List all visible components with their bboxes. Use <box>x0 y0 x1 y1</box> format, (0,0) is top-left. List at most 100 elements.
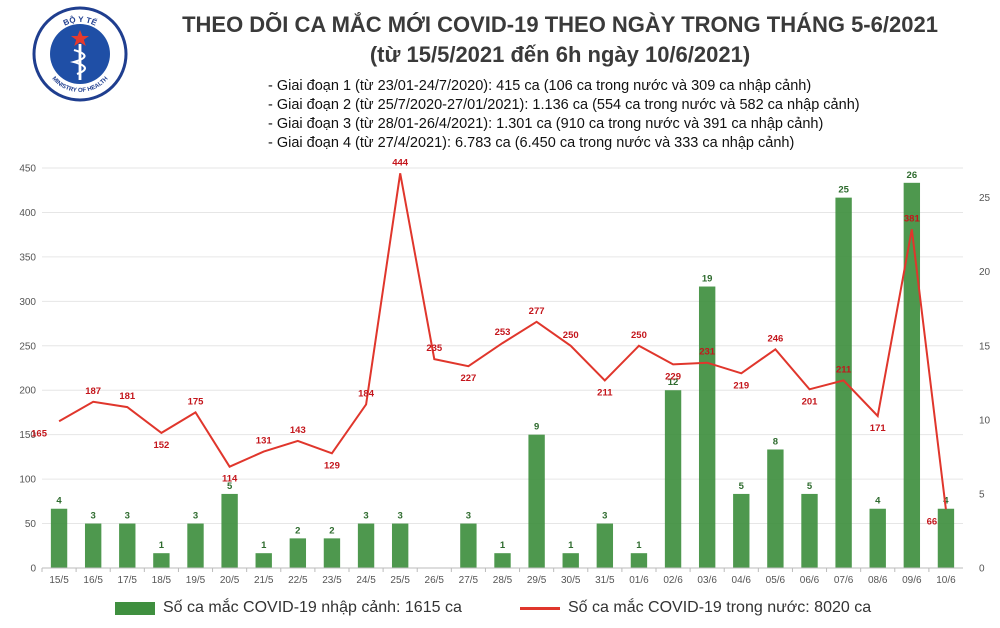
bar-data-label: 9 <box>534 422 539 433</box>
bar-data-label: 3 <box>363 511 368 522</box>
svg-text:BỘ Y TẾ: BỘ Y TẾ <box>62 15 99 28</box>
left-tick-label: 200 <box>19 386 36 397</box>
bar <box>84 523 102 568</box>
left-tick-label: 150 <box>19 430 36 441</box>
line-data-label: 152 <box>153 440 169 451</box>
x-tick-label: 28/5 <box>493 575 513 586</box>
bar-data-label: 3 <box>125 511 130 522</box>
stage-2-summary: - Giai đoạn 2 (từ 25/7/2020-27/01/2021):… <box>268 97 860 113</box>
line-data-label: 250 <box>631 330 647 341</box>
x-tick-label: 04/6 <box>732 575 752 586</box>
bar <box>528 434 545 568</box>
line-data-label: 277 <box>529 306 545 317</box>
ministry-of-health-logo: BỘ Y TẾ MINISTRY OF HEALTH <box>32 6 128 102</box>
line-data-label: 227 <box>460 373 476 384</box>
bar <box>187 523 204 568</box>
line-data-label: 165 <box>31 428 48 439</box>
bar <box>289 538 307 568</box>
bar <box>221 493 238 568</box>
line-data-label: 253 <box>495 327 511 338</box>
bar <box>630 553 648 568</box>
x-tick-label: 19/5 <box>186 575 206 586</box>
line-data-label: 444 <box>392 157 409 168</box>
bar <box>869 508 886 568</box>
x-tick-label: 10/6 <box>936 575 956 586</box>
line-data-label: 143 <box>290 425 306 436</box>
bar <box>50 508 68 568</box>
bar-data-label: 2 <box>295 525 300 536</box>
x-tick-label: 26/5 <box>425 575 445 586</box>
x-tick-label: 29/5 <box>527 575 547 586</box>
line-data-label: 211 <box>597 387 613 398</box>
line-data-label: 250 <box>563 330 579 341</box>
bar <box>767 449 784 568</box>
x-tick-label: 06/6 <box>800 575 820 586</box>
bar-data-label: 5 <box>227 481 233 492</box>
bar <box>460 523 477 568</box>
right-axis-ticks: 0 5 10 15 20 25 <box>979 193 991 574</box>
bar-data-label: 25 <box>838 185 849 196</box>
x-tick-label: 17/5 <box>118 575 138 586</box>
line-data-label: 129 <box>324 460 340 471</box>
bar-data-label: 5 <box>807 481 813 492</box>
x-tick-label: 25/5 <box>390 575 410 586</box>
bar-data-label: 3 <box>466 511 471 522</box>
bar-data-label: 1 <box>500 540 506 551</box>
right-tick-label: 15 <box>979 341 991 352</box>
right-tick-label: 5 <box>979 489 985 500</box>
bar-data-label: 1 <box>568 540 574 551</box>
line-data-label: 181 <box>119 391 136 402</box>
line-data-label: 201 <box>802 396 819 407</box>
bar <box>937 508 955 568</box>
legend-label-domestic: Số ca mắc COVID-19 trong nước: 8020 ca <box>568 599 872 616</box>
bar-data-label: 8 <box>773 436 778 447</box>
bar <box>733 493 750 568</box>
bar <box>323 538 341 568</box>
bar-data-label: 19 <box>702 274 713 285</box>
bar-data-label: 3 <box>398 511 403 522</box>
right-tick-label: 0 <box>979 564 985 575</box>
stage-4-summary: - Giai đoạn 4 (từ 27/4/2021): 6.783 ca (… <box>268 135 795 151</box>
right-tick-label: 10 <box>979 415 991 426</box>
legend-swatch-line <box>520 606 560 610</box>
bar-data-label: 1 <box>261 540 267 551</box>
bar <box>903 182 921 568</box>
bar <box>698 286 716 568</box>
x-tick-label: 08/6 <box>868 575 888 586</box>
bar-data-label: 3 <box>602 511 607 522</box>
x-tick-label: 01/6 <box>629 575 649 586</box>
bar <box>494 553 511 568</box>
bar-data-label: 12 <box>668 377 679 388</box>
right-tick-label: 25 <box>979 193 991 204</box>
x-tick-label: 22/5 <box>288 575 308 586</box>
x-tick-label: 03/6 <box>697 575 717 586</box>
bar <box>119 523 136 568</box>
left-tick-label: 50 <box>25 519 37 530</box>
line-data-label: 231 <box>699 347 716 358</box>
line-data-label: 219 <box>733 380 749 391</box>
gridlines <box>42 167 963 569</box>
bar-data-label: 3 <box>91 511 96 522</box>
legend-item-domestic: Số ca mắc COVID-19 trong nước: 8020 ca <box>520 599 871 617</box>
bar <box>357 523 375 568</box>
line-data-label: 171 <box>870 423 887 434</box>
line-data-label: 175 <box>188 396 205 407</box>
bar <box>801 493 818 568</box>
bar-data-label: 4 <box>943 496 949 507</box>
bar <box>835 197 852 568</box>
legend-item-imported: Số ca mắc COVID-19 nhập cảnh: 1615 ca <box>115 599 462 617</box>
line-data-label: 229 <box>665 371 681 382</box>
x-tick-label: 27/5 <box>459 575 479 586</box>
right-tick-label: 20 <box>979 267 991 278</box>
bar-data-label: 1 <box>159 540 165 551</box>
x-tick-label: 30/5 <box>561 575 581 586</box>
bar <box>153 553 170 568</box>
stage-1-summary: - Giai đoạn 1 (từ 23/01-24/7/2020): 415 … <box>268 78 812 94</box>
line-data-label: 66 <box>927 516 938 527</box>
chart-subtitle: (từ 15/5/2021 đến 6h ngày 10/6/2021) <box>369 42 751 67</box>
line-series-domestic <box>58 173 947 510</box>
x-tick-label: 23/5 <box>322 575 342 586</box>
line-data-label: 235 <box>426 343 443 354</box>
